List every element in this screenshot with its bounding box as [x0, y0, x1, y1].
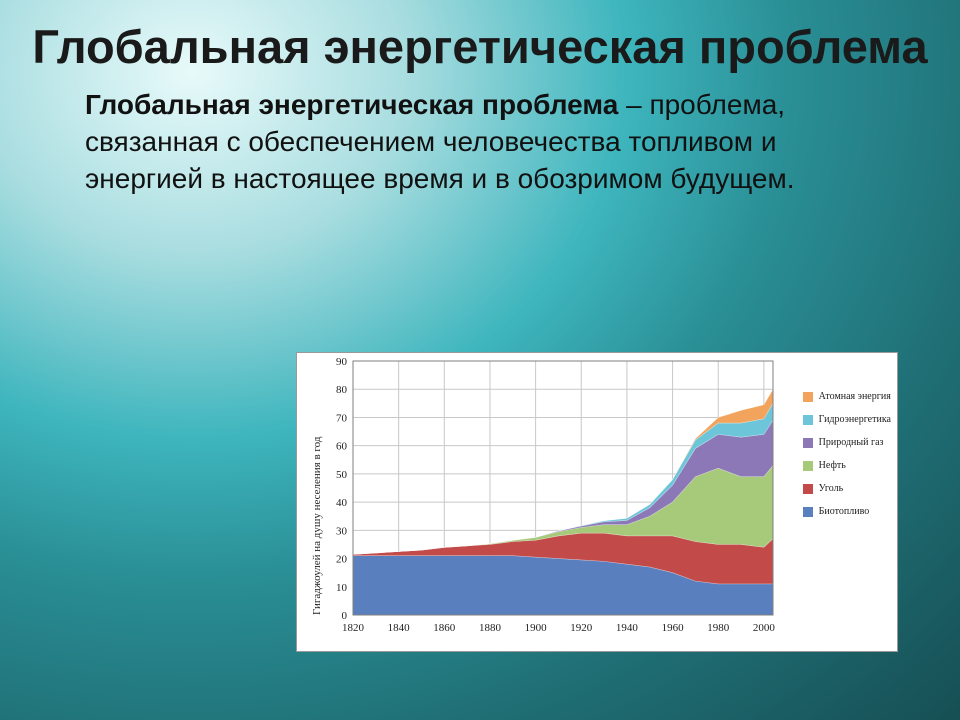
legend-item: Биотопливо — [803, 506, 891, 517]
legend-label: Биотопливо — [819, 506, 870, 517]
svg-text:1980: 1980 — [707, 622, 730, 634]
svg-text:70: 70 — [336, 412, 348, 424]
svg-text:1820: 1820 — [342, 622, 365, 634]
legend-item: Атомная энергия — [803, 391, 891, 402]
svg-text:0: 0 — [342, 610, 348, 622]
legend-label: Атомная энергия — [819, 391, 891, 402]
svg-text:60: 60 — [336, 441, 348, 453]
body-bold: Глобальная энергетическая проблема — [85, 89, 618, 120]
legend-swatch — [803, 438, 813, 448]
svg-text:80: 80 — [336, 384, 348, 396]
svg-text:20: 20 — [336, 554, 348, 566]
svg-text:1900: 1900 — [525, 622, 548, 634]
svg-text:40: 40 — [336, 497, 348, 509]
legend-swatch — [803, 461, 813, 471]
legend-swatch — [803, 507, 813, 517]
energy-chart: Гигаджоулей на душу неселения в год 0 10 2… — [296, 352, 898, 652]
chart-legend: Атомная энергия Гидроэнергетика Природный … — [803, 391, 891, 529]
svg-text:2000: 2000 — [753, 622, 776, 634]
svg-text:30: 30 — [336, 525, 348, 537]
svg-text:1960: 1960 — [662, 622, 685, 634]
svg-text:10: 10 — [336, 582, 348, 594]
legend-swatch — [803, 392, 813, 402]
slide-title: Глобальная энергетическая проблема — [0, 0, 960, 73]
legend-label: Гидроэнергетика — [819, 414, 891, 425]
legend-item: Нефть — [803, 460, 891, 471]
y-axis-label: Гигаджоулей на душу неселения в год — [311, 437, 323, 615]
legend-item: Природный газ — [803, 437, 891, 448]
slide: Глобальная энергетическая проблема Глоба… — [0, 0, 960, 720]
legend-item: Уголь — [803, 483, 891, 494]
svg-text:1920: 1920 — [570, 622, 593, 634]
legend-swatch — [803, 415, 813, 425]
chart-inner: Гигаджоулей на душу неселения в год 0 10 2… — [297, 353, 897, 651]
svg-text:1880: 1880 — [479, 622, 502, 634]
svg-text:1860: 1860 — [433, 622, 456, 634]
svg-text:50: 50 — [336, 469, 348, 481]
legend-label: Уголь — [819, 483, 843, 494]
svg-text:1840: 1840 — [388, 622, 411, 634]
slide-body: Глобальная энергетическая проблема – про… — [0, 73, 960, 198]
legend-label: Природный газ — [819, 437, 884, 448]
legend-label: Нефть — [819, 460, 846, 471]
legend-item: Гидроэнергетика — [803, 414, 891, 425]
legend-swatch — [803, 484, 813, 494]
svg-text:1940: 1940 — [616, 622, 639, 634]
svg-text:90: 90 — [336, 356, 348, 368]
